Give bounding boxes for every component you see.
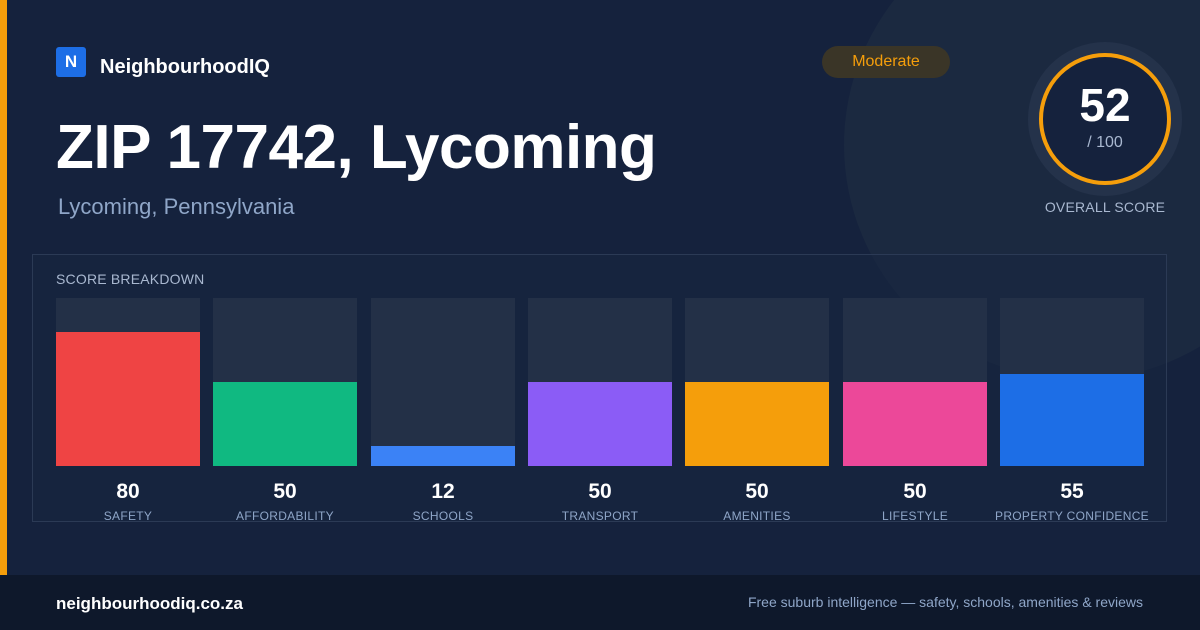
bar-fill [685, 382, 829, 466]
accent-stripe [0, 0, 7, 575]
bar-fill [843, 382, 987, 466]
bar-track [371, 298, 515, 466]
bar-value: 55 [1060, 480, 1084, 503]
bar-value: 50 [273, 480, 297, 503]
bar-label: AMENITIES [723, 509, 791, 523]
footer: neighbourhoodiq.co.za Free suburb intell… [0, 575, 1200, 630]
overall-score-caption: OVERALL SCORE [1044, 199, 1166, 215]
overall-score-value: 52 [1079, 79, 1131, 131]
bar-label: LIFESTYLE [881, 509, 949, 523]
logo-icon: N [56, 47, 86, 77]
bar-track [213, 298, 357, 466]
footer-tagline: Free suburb intelligence — safety, schoo… [747, 594, 1143, 610]
score-bar-amenities: 50 AMENITIES [685, 298, 829, 526]
footer-site-link[interactable]: neighbourhoodiq.co.za [56, 594, 243, 613]
bar-track [685, 298, 829, 466]
overall-score-max: / 100 [1087, 134, 1123, 151]
bar-label: SCHOOLS [412, 509, 474, 523]
bar-value: 80 [116, 480, 140, 503]
rating-badge: Moderate [822, 46, 950, 78]
bar-track [528, 298, 672, 466]
overall-score-ring: 52 / 100 [1028, 42, 1182, 196]
bar-fill [213, 382, 357, 466]
score-bar-affordability: 50 AFFORDABILITY [213, 298, 357, 526]
score-bar-property-confidence: 55 PROPERTY CONFIDENCE [995, 298, 1149, 526]
bar-track [56, 298, 200, 466]
bar-value: 50 [588, 480, 612, 503]
bar-label: AFFORDABILITY [236, 509, 334, 523]
bar-value: 50 [745, 480, 769, 503]
bar-value: 50 [903, 480, 927, 503]
brand[interactable]: N NeighbourhoodIQ [56, 46, 270, 78]
brand-name: NeighbourhoodIQ [100, 55, 270, 78]
score-bar-safety: 80 SAFETY [56, 298, 200, 526]
bar-fill [1000, 374, 1144, 466]
bar-fill [56, 332, 200, 466]
bar-track [843, 298, 987, 466]
score-bar-lifestyle: 50 LIFESTYLE [843, 298, 987, 526]
page-title: ZIP 17742, Lycoming [56, 113, 657, 182]
score-bar-transport: 50 TRANSPORT [528, 298, 672, 526]
bar-fill [371, 446, 515, 466]
score-bar-schools: 12 SCHOOLS [371, 298, 515, 526]
bar-track [1000, 298, 1144, 466]
bar-label: SAFETY [103, 509, 153, 523]
bar-label: TRANSPORT [561, 509, 639, 523]
location-subtitle: Lycoming, Pennsylvania [58, 194, 295, 219]
bar-fill [528, 382, 672, 466]
bar-value: 12 [431, 480, 455, 503]
score-ring-circle [1039, 53, 1171, 185]
bar-label: PROPERTY CONFIDENCE [995, 509, 1149, 523]
score-breakdown-title: SCORE BREAKDOWN [56, 271, 205, 287]
